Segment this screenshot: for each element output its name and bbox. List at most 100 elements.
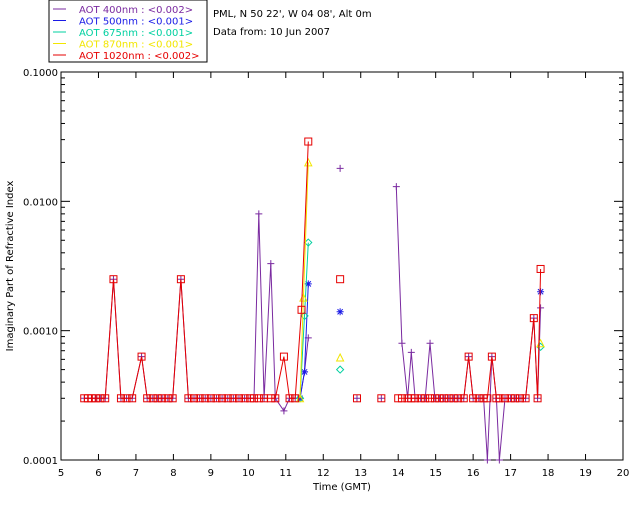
series-line — [299, 242, 309, 399]
data-point — [411, 394, 420, 403]
x-tick-label: 5 — [58, 468, 64, 479]
plot-series — [80, 137, 545, 464]
data-point — [487, 352, 496, 361]
data-point — [297, 305, 306, 314]
data-point — [444, 394, 453, 403]
data-point — [416, 394, 425, 403]
x-tick-label: 16 — [467, 468, 480, 479]
data-point — [153, 394, 162, 403]
data-point — [206, 394, 215, 403]
data-point — [143, 394, 152, 403]
data-point — [536, 264, 545, 273]
data-point — [336, 308, 344, 316]
data-point — [280, 407, 288, 415]
data-point — [407, 348, 415, 356]
legend-box — [48, 0, 208, 63]
data-point — [304, 238, 313, 247]
data-point — [190, 394, 199, 403]
data-point — [449, 394, 458, 403]
data-point — [223, 394, 232, 403]
plot-area — [60, 71, 624, 461]
axes: 5 6 7 8 9 10 11 12 13 14 15 16 17 18 19 20 0.0001 0.0010 0… — [23, 68, 629, 479]
data-point — [109, 275, 118, 284]
data-point — [255, 210, 263, 218]
data-point — [128, 394, 137, 403]
chart-header: PML, N 50 22', W 04 08', Alt 0m Data fro… — [213, 9, 372, 38]
data-point — [435, 394, 444, 403]
data-point — [234, 394, 243, 403]
x-tick-label: 18 — [542, 468, 555, 479]
chart-title-line-2: Data from: 10 Jun 2007 — [213, 27, 330, 38]
x-tick-label: 13 — [354, 468, 367, 479]
data-point — [495, 456, 503, 464]
data-point — [426, 394, 435, 403]
legend-entry: AOT 500nm : <0.001> — [79, 17, 193, 28]
data-point — [176, 275, 185, 284]
data-point — [137, 352, 146, 361]
data-point — [353, 394, 361, 402]
data-point — [537, 304, 545, 312]
data-point — [483, 456, 491, 464]
x-tick-label: 11 — [279, 468, 292, 479]
series-line — [84, 213, 309, 412]
data-point — [212, 394, 221, 403]
y-tick-label: 0.1000 — [23, 68, 58, 79]
y-tick-label: 0.0001 — [23, 456, 58, 467]
legend-entry: AOT 400nm : <0.002> — [79, 5, 193, 16]
series-aot-675nm — [295, 238, 545, 403]
chart-title-line-1: PML, N 50 22', W 04 08', Alt 0m — [213, 9, 372, 20]
data-point — [397, 394, 406, 403]
x-tick-label: 17 — [504, 468, 517, 479]
data-point — [336, 275, 345, 284]
data-point — [464, 352, 473, 361]
data-point — [521, 394, 530, 403]
legend-entry: AOT 675nm : <0.001> — [79, 28, 193, 39]
data-point — [148, 394, 157, 403]
data-point — [377, 394, 385, 402]
data-point — [101, 394, 110, 403]
series-line — [395, 186, 542, 461]
data-point — [303, 157, 313, 167]
data-point — [184, 394, 193, 403]
data-point — [495, 394, 504, 403]
x-tick-label: 14 — [392, 468, 405, 479]
data-point — [529, 314, 538, 323]
data-point — [304, 280, 312, 288]
data-point — [91, 394, 100, 403]
data-point — [469, 394, 478, 403]
x-axis-label: Time (GMT) — [312, 482, 371, 493]
data-point — [392, 183, 400, 191]
x-tick-label: 20 — [617, 468, 630, 479]
data-point — [168, 394, 177, 403]
data-point — [279, 352, 288, 361]
data-point — [336, 164, 344, 172]
data-point — [454, 394, 463, 403]
data-point — [116, 394, 125, 403]
series-aot-400nm — [80, 164, 545, 464]
series-aot-1020nm — [80, 137, 545, 403]
y-tick-label: 0.0100 — [23, 197, 58, 208]
data-point — [301, 368, 309, 376]
data-point — [459, 394, 468, 403]
data-point — [537, 288, 545, 296]
x-tick-label: 9 — [208, 468, 214, 479]
data-point — [511, 394, 520, 403]
data-point — [163, 394, 172, 403]
data-point — [335, 352, 345, 362]
data-point — [430, 394, 439, 403]
y-axis-label: Imaginary Part of Refractive Index — [5, 181, 16, 352]
data-point — [267, 260, 275, 268]
data-point — [304, 137, 313, 146]
data-point — [87, 394, 96, 403]
data-point — [352, 394, 361, 403]
data-point — [96, 394, 105, 403]
data-point — [421, 394, 430, 403]
data-point — [291, 394, 300, 403]
data-point — [254, 394, 263, 403]
series-aot-870nm — [295, 157, 545, 403]
data-point — [483, 394, 492, 403]
data-point — [506, 394, 515, 403]
data-point — [195, 394, 204, 403]
data-point — [300, 311, 309, 321]
legend-entry: AOT 1020nm : <0.002> — [79, 51, 199, 62]
